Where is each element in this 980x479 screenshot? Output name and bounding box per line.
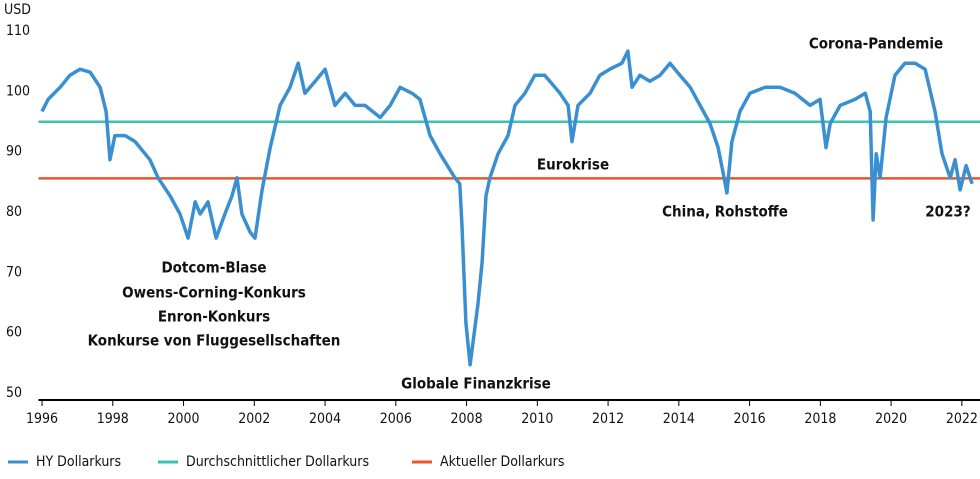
annotation: Dotcom-Blase — [161, 259, 266, 277]
annotation: 2023? — [925, 203, 970, 221]
y-tick-label: 80 — [6, 204, 22, 220]
x-tick-label: 2004 — [309, 411, 341, 427]
y-tick-label: 50 — [6, 385, 22, 401]
annotation: Corona-Pandemie — [809, 35, 943, 53]
x-tick-label: 2006 — [380, 411, 412, 427]
x-tick-label: 2010 — [521, 411, 553, 427]
x-tick-label: 2018 — [804, 411, 836, 427]
annotation: Globale Finanzkrise — [401, 375, 551, 393]
x-tick-label: 2020 — [875, 411, 907, 427]
legend-label: Aktueller Dollarkurs — [440, 454, 564, 470]
y-axis-label: USD — [4, 2, 31, 18]
legend-label: HY Dollarkurs — [36, 454, 121, 470]
x-tick-label: 2016 — [734, 411, 766, 427]
y-tick-label: 90 — [6, 144, 22, 160]
x-tick-label: 2014 — [663, 411, 695, 427]
x-tick-label: 2012 — [592, 411, 624, 427]
annotation: Owens-Corning-Konkurs — [122, 284, 306, 302]
x-tick-label: 2008 — [451, 411, 483, 427]
y-tick-label: 60 — [6, 325, 22, 341]
y-tick-label: 110 — [6, 23, 30, 39]
y-tick-label: 100 — [6, 83, 30, 99]
x-tick-label: 2022 — [946, 411, 978, 427]
annotation: China, Rohstoffe — [662, 203, 788, 221]
x-tick-label: 1998 — [97, 411, 129, 427]
annotation: Enron-Konkurs — [158, 308, 270, 326]
annotation: Konkurse von Fluggesellschaften — [88, 332, 341, 350]
x-tick-label: 2000 — [168, 411, 200, 427]
annotation: Eurokrise — [537, 156, 609, 174]
x-tick-label: 2002 — [238, 411, 270, 427]
data-line — [40, 49, 974, 367]
y-tick-label: 70 — [6, 264, 22, 280]
legend-label: Durchschnittlicher Dollarkurs — [186, 454, 369, 470]
x-tick-label: 1996 — [26, 411, 58, 427]
